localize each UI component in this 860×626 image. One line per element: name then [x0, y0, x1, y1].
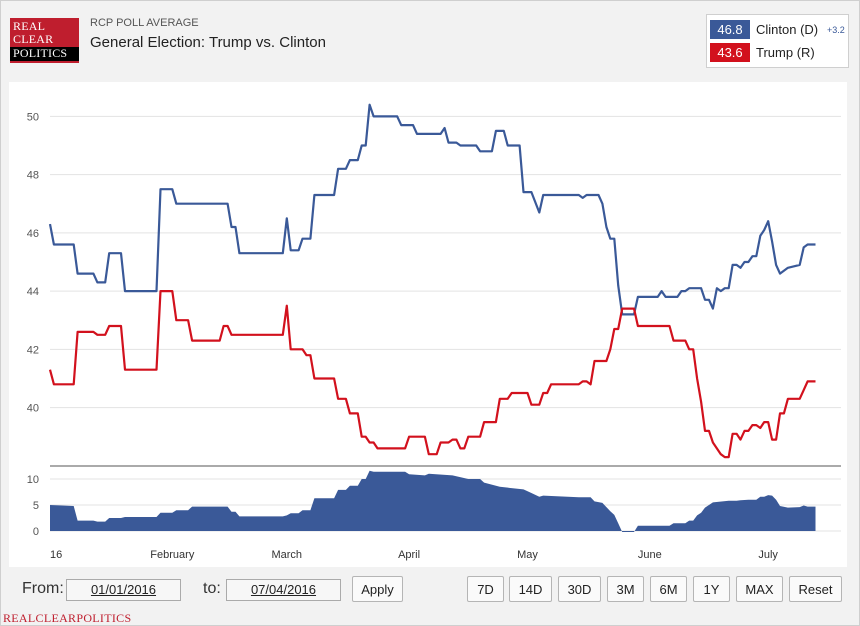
range-3m-button[interactable]: 3M	[607, 576, 644, 602]
apply-button[interactable]: Apply	[352, 576, 403, 602]
spread-y-tick-label: 0	[33, 526, 39, 538]
x-tick-label: 16	[50, 549, 62, 561]
to-label: to:	[203, 580, 221, 597]
range-max-button[interactable]: MAX	[736, 576, 783, 602]
range-7d-button[interactable]: 7D	[467, 576, 504, 602]
from-label: From:	[22, 580, 64, 597]
plot-area: 40 42 44 46 48 50 0 5 10 16 February March April May J…	[9, 82, 847, 567]
spread-y-tick-label: 5	[33, 500, 39, 512]
legend: 46.8 Clinton (D) +3.2 43.6 Trump (R)	[706, 14, 849, 68]
range-6m-button[interactable]: 6M	[650, 576, 687, 602]
range-30d-button[interactable]: 30D	[558, 576, 601, 602]
x-tick-label: March	[271, 549, 302, 561]
logo-line-1: REAL	[13, 19, 46, 33]
x-tick-label: May	[517, 549, 538, 561]
spread-area	[50, 470, 816, 532]
y-tick-label: 46	[27, 228, 39, 240]
x-tick-label: February	[150, 549, 195, 561]
series-line-clinton-d	[48, 103, 816, 316]
reset-button[interactable]: Reset	[789, 576, 842, 602]
spread-y-tick-label: 10	[27, 474, 39, 486]
y-tick-label: 42	[27, 344, 39, 356]
date-range-controls: From: 01/01/2016 to: 07/04/2016 Apply 7D…	[10, 572, 849, 608]
y-tick-label: 50	[27, 111, 39, 123]
chart-svg[interactable]: 40 42 44 46 48 50 0 5 10 16 February March April May J…	[9, 82, 847, 567]
series-line-trump-r	[48, 290, 816, 459]
x-tick-label: July	[758, 549, 778, 561]
chart-kicker: RCP POLL AVERAGE	[90, 17, 199, 29]
from-date-input[interactable]: 01/01/2016	[66, 579, 181, 601]
to-date-value: 07/04/2016	[250, 582, 317, 597]
legend-trump-name: Trump (R)	[756, 45, 815, 60]
rcp-logo[interactable]: REAL CLEAR POLITICS	[10, 18, 79, 63]
range-14d-button[interactable]: 14D	[509, 576, 552, 602]
x-tick-label: April	[398, 549, 420, 561]
legend-clinton-name: Clinton (D)	[756, 22, 819, 37]
from-date-value: 01/01/2016	[90, 582, 157, 597]
to-date-input[interactable]: 07/04/2016	[226, 579, 341, 601]
legend-clinton-diff: +3.2	[827, 25, 845, 35]
y-tick-label: 44	[27, 286, 39, 298]
logo-line-3: POLITICS	[10, 47, 79, 61]
x-tick-label: June	[638, 549, 662, 561]
range-1y-button[interactable]: 1Y	[693, 576, 730, 602]
y-tick-label: 40	[27, 403, 39, 415]
chart-title: General Election: Trump vs. Clinton	[90, 34, 326, 51]
legend-clinton-value: 46.8	[710, 20, 750, 39]
logo-line-2: CLEAR	[13, 32, 54, 46]
legend-trump-value: 43.6	[710, 43, 750, 62]
y-tick-label: 48	[27, 170, 39, 182]
footer-brand[interactable]: REALCLEARPOLITICS	[3, 611, 132, 625]
